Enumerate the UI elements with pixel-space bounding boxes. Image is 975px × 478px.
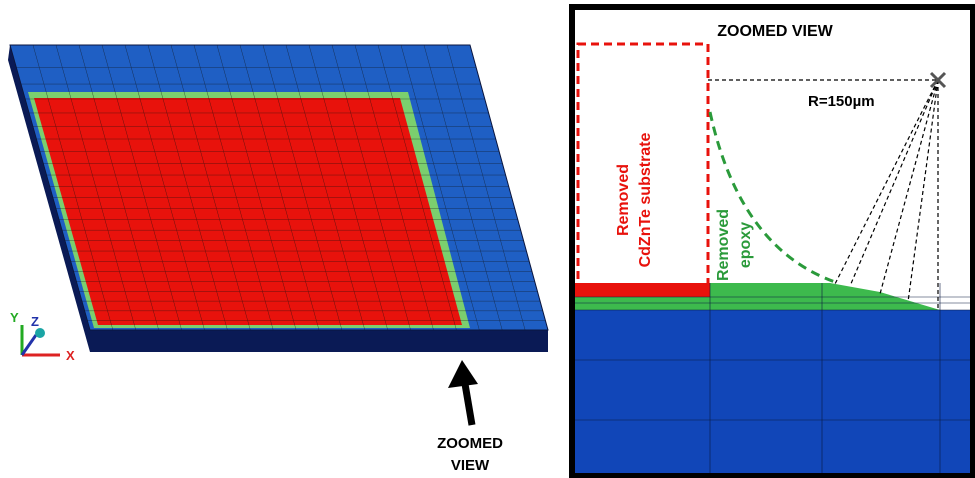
epoxy-label: epoxy (737, 222, 754, 268)
axis-label: X (66, 348, 75, 363)
mesh-line (32, 44, 114, 331)
mesh-line (239, 44, 320, 331)
center-mark (929, 71, 947, 89)
z-axis-arrow (20, 334, 38, 356)
mesh-line (262, 44, 343, 331)
arrow-head (448, 360, 478, 388)
mesh-line (55, 44, 137, 331)
mesh-line (308, 44, 388, 331)
axis-label: Y (10, 310, 19, 325)
mesh-line (147, 44, 228, 331)
mesh-line (193, 44, 274, 331)
mesh (9, 44, 549, 331)
mesh-line (285, 44, 366, 331)
axis-label: Z (31, 314, 39, 329)
detector-bulk (573, 310, 972, 475)
mesh-line (423, 44, 503, 331)
substrate-label: CdZnTe substrate (637, 132, 654, 267)
panel-border (569, 4, 975, 478)
mesh-line (400, 44, 480, 331)
arrow-label: VIEW (451, 457, 490, 474)
mesh-line (446, 44, 526, 331)
mesh-line (170, 44, 251, 331)
radius-label: R=150µm (808, 93, 875, 110)
removed-epoxy-outline (708, 111, 839, 285)
panel-title: ZOOMED VIEW (717, 23, 833, 40)
substrate-region (34, 98, 462, 325)
mesh-line (469, 44, 549, 331)
axis-origin (35, 328, 45, 338)
removed-substrate-outline (576, 42, 710, 287)
mesh-line (216, 44, 297, 331)
substrate-label: Removed (615, 164, 632, 236)
slab-side (8, 45, 90, 352)
mesh-line (354, 44, 434, 331)
mesh-line (124, 44, 205, 331)
arrow-shaft (460, 377, 476, 426)
mesh-line (78, 44, 159, 331)
radius-lines (708, 79, 939, 310)
arrow-label: ZOOMED (437, 435, 503, 452)
slab-front (90, 330, 548, 352)
mesh-line (331, 44, 411, 331)
epoxy-label: Removed (715, 209, 732, 281)
mesh-line (377, 44, 457, 331)
mesh-line (101, 44, 182, 331)
mesh-line (9, 44, 91, 331)
